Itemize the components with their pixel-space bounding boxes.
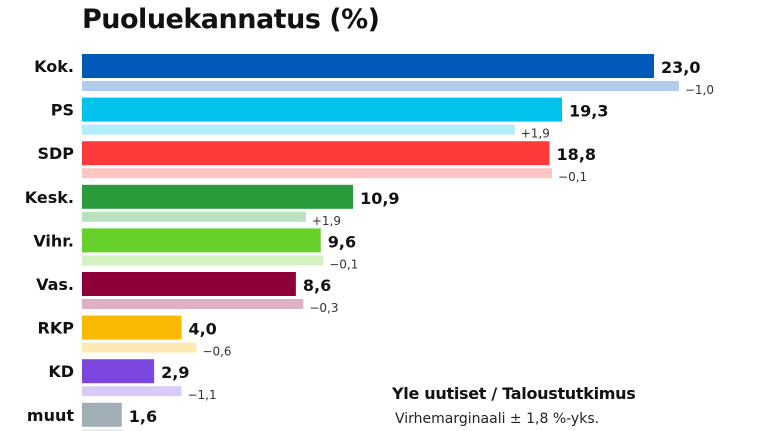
category-label: muut: [27, 406, 74, 425]
source-title: Yle uutiset / Taloustutkimus: [392, 384, 636, 403]
value-label: 23,0: [661, 58, 700, 77]
bar-current: [82, 54, 654, 78]
category-label: Kesk.: [25, 188, 74, 207]
category-label: Vas.: [36, 275, 74, 294]
category-label: KD: [48, 362, 74, 381]
change-label: +1,9: [521, 127, 550, 141]
value-label: 9,6: [328, 232, 356, 251]
error-margin-note: Virhemarginaali ± 1,8 %-yks.: [395, 411, 600, 427]
bar-current: [82, 272, 296, 296]
bar-previous: [82, 429, 122, 431]
value-label: 8,6: [303, 276, 331, 295]
category-label: RKP: [38, 319, 75, 338]
change-label: −1,1: [187, 388, 216, 402]
bar-current: [82, 402, 122, 427]
bar-current: [82, 359, 155, 384]
value-label: 1,6: [129, 407, 157, 426]
bar-previous: [82, 168, 553, 179]
change-label: −0,6: [202, 345, 231, 359]
value-label: 4,0: [188, 320, 216, 339]
bar-previous: [82, 211, 306, 222]
bar-previous: [82, 255, 324, 266]
change-label: −1,0: [685, 83, 714, 97]
chart-title: Puoluekannatus (%): [82, 4, 380, 35]
bar-current: [82, 97, 562, 122]
category-label: Vihr.: [33, 231, 74, 250]
bar-previous: [82, 342, 197, 353]
change-label: −0,3: [309, 301, 338, 315]
bar-previous: [82, 386, 182, 397]
bar-current: [82, 228, 321, 253]
bar-previous: [82, 299, 304, 309]
bar-previous: [82, 124, 515, 135]
value-label: 10,9: [360, 189, 399, 208]
bar-current: [82, 184, 354, 209]
change-label: +1,9: [312, 214, 341, 228]
change-label: −0,1: [329, 257, 358, 271]
bar-current: [82, 141, 550, 166]
change-label: −0,1: [558, 170, 587, 184]
bar-previous: [82, 81, 679, 91]
bar-current: [82, 315, 182, 340]
category-label: SDP: [37, 144, 74, 163]
value-label: 2,9: [161, 363, 189, 382]
category-label: PS: [51, 101, 74, 120]
value-label: 18,8: [557, 145, 596, 164]
category-label: Kok.: [34, 57, 74, 76]
value-label: 19,3: [569, 102, 608, 121]
